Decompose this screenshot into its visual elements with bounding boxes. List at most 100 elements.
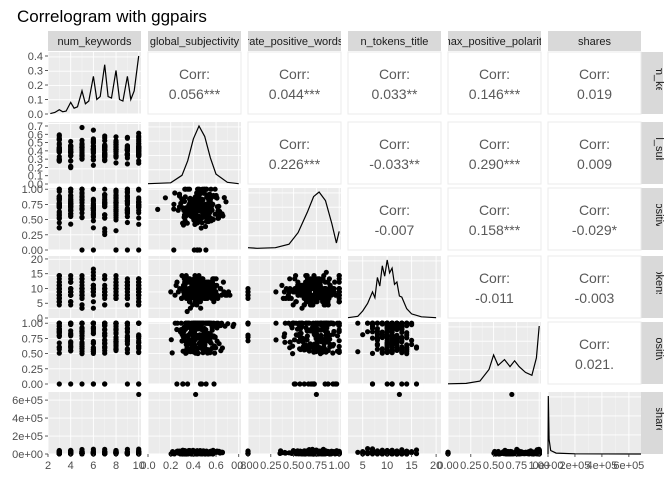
scatter-point: [79, 292, 85, 298]
scatter-point: [514, 451, 520, 457]
scatter-point: [195, 186, 201, 192]
scatter-point: [68, 450, 74, 456]
scatter-point: [184, 320, 190, 326]
scatter-point: [394, 450, 400, 456]
scatter-point: [409, 449, 415, 455]
scatter-point: [245, 286, 251, 292]
scatter-point: [190, 349, 197, 355]
scatter-point: [207, 286, 213, 292]
scatter-point: [175, 449, 181, 455]
scatter-point: [168, 289, 174, 295]
scatter-point: [102, 201, 108, 207]
strip-right-num_keywords: [641, 52, 663, 114]
scatter-point: [389, 337, 395, 343]
scatter-point: [245, 332, 251, 338]
scatter-point: [191, 320, 197, 326]
strip-top-label: max_positive_polarity: [442, 36, 548, 48]
scatter-point: [335, 450, 341, 456]
scatter-point: [79, 276, 85, 282]
scatter-point: [102, 138, 108, 144]
scatter-point: [136, 221, 142, 227]
y-tick-label: 0.4: [28, 146, 43, 158]
scatter-point: [136, 133, 142, 139]
scatter-point: [79, 335, 85, 342]
scatter-point: [171, 206, 177, 212]
scatter-point: [124, 346, 130, 352]
scatter-point: [202, 286, 208, 292]
corr-panel: [247, 121, 342, 185]
scatter-point: [330, 286, 336, 292]
x-tick-label: 4e+05: [586, 460, 617, 472]
y-tick-label: 0.3: [28, 66, 43, 78]
scatter-point: [90, 305, 96, 311]
scatter-point: [321, 302, 327, 308]
scatter-point: [79, 137, 85, 143]
scatter-point: [365, 329, 371, 335]
scatter-point: [200, 320, 206, 326]
corr-panel: [547, 255, 642, 319]
y-tick-label: 5: [37, 298, 43, 310]
scatter-point: [336, 348, 342, 354]
scatter-point: [124, 147, 130, 153]
scatter-point: [389, 326, 395, 332]
density-curve: [547, 395, 642, 455]
scatter-point: [198, 305, 204, 311]
corr-label: Corr:: [379, 136, 410, 152]
scatter-point: [56, 156, 62, 162]
scatter-point: [113, 449, 119, 455]
scatter-point: [124, 339, 130, 345]
scatter-point: [136, 286, 142, 292]
scatter-point: [196, 326, 202, 332]
scatter-point: [207, 320, 213, 326]
corr-panel: [447, 255, 542, 319]
scatter-point: [325, 450, 331, 456]
scatter-point: [196, 320, 202, 326]
panel-background: [48, 392, 141, 454]
scatter-point: [212, 350, 218, 356]
scatter-point: [102, 215, 108, 221]
y-tick-label: 0.25: [22, 230, 43, 242]
scatter-point: [124, 302, 130, 308]
scatter-point: [68, 348, 74, 354]
scatter-point: [193, 391, 199, 398]
scatter-point: [245, 338, 251, 344]
scatter-point: [136, 299, 142, 305]
scatter-point: [325, 292, 331, 298]
scatter-point: [191, 329, 197, 335]
scatter-point: [374, 449, 380, 455]
scatter-point: [187, 448, 193, 454]
scatter-point: [124, 219, 130, 226]
scatter-point: [194, 247, 200, 253]
scatter-point: [394, 335, 400, 341]
scatter-point: [379, 332, 385, 338]
scatter-point: [155, 206, 161, 212]
y-tick-label: 20: [31, 254, 43, 266]
scatter-point: [218, 292, 224, 298]
scatter-point: [90, 225, 96, 231]
scatter-point: [124, 151, 130, 157]
scatter-point: [136, 195, 142, 201]
scatter-point: [384, 381, 390, 387]
scatter-point: [198, 276, 204, 282]
scatter-point: [192, 197, 198, 203]
scatter-point: [56, 216, 62, 222]
scatter-point: [215, 295, 221, 301]
scatter-point: [79, 321, 85, 327]
strip-right-label: _positive_w: [653, 189, 665, 248]
y-tick-label: 4e+05: [12, 413, 43, 425]
scatter-point: [313, 320, 319, 326]
scatter-point: [178, 200, 184, 206]
scatter-point: [56, 136, 62, 142]
scatter-point: [195, 450, 201, 456]
x-tick-label: 6: [90, 460, 96, 472]
scatter-points: [168, 273, 233, 315]
scatter-point: [305, 320, 311, 326]
scatter-point: [56, 346, 62, 352]
corr-label: Corr:: [479, 202, 510, 218]
scatter-point: [79, 327, 85, 333]
scatter-point: [79, 124, 85, 131]
scatter-point: [113, 134, 119, 140]
scatter-points: [355, 391, 420, 457]
scatter-point: [208, 186, 214, 192]
scatter-point: [124, 188, 130, 194]
